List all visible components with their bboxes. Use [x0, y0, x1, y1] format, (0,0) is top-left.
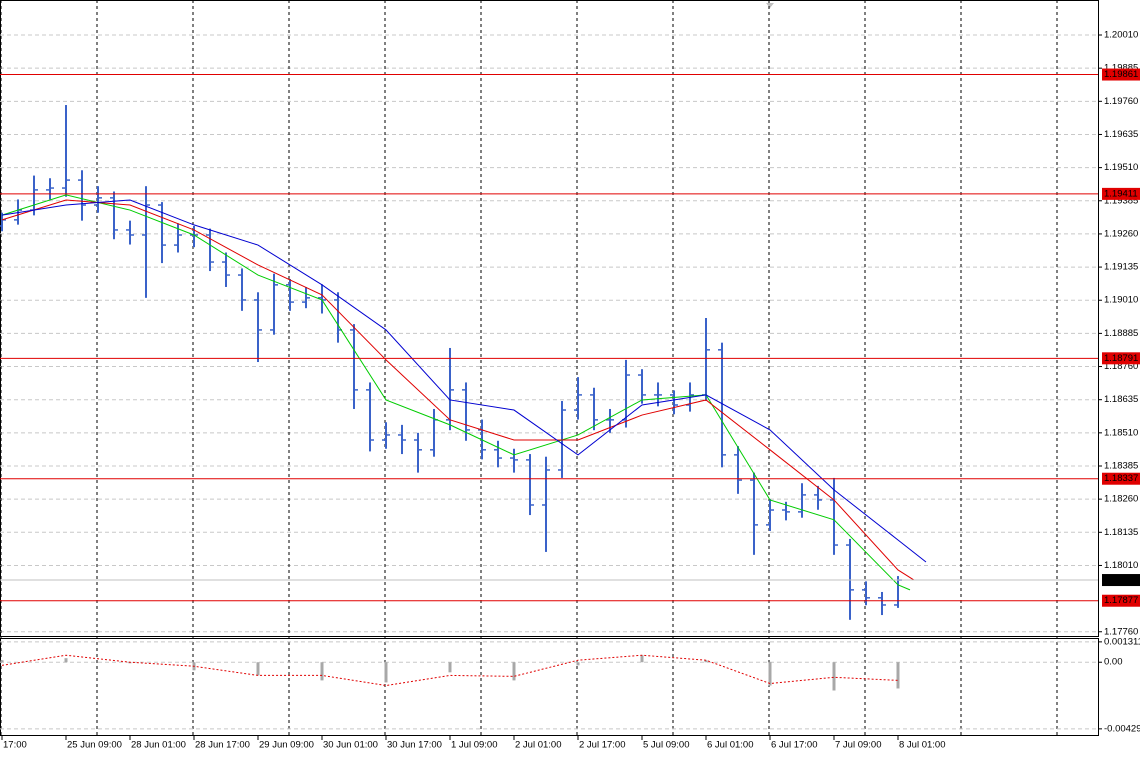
- level-label-box: [1102, 472, 1140, 485]
- moving-average: [1, 199, 915, 581]
- y-tick-label: 1.20010: [1104, 30, 1138, 41]
- x-tick-label: 6 Jul 17:00: [771, 740, 817, 751]
- y-tick-label: 1.19510: [1104, 162, 1138, 173]
- y-tick-label: 1.18260: [1104, 494, 1138, 505]
- y-tick-label: 1.19760: [1104, 96, 1138, 107]
- x-tick-label: 17:00: [3, 740, 27, 751]
- x-tick-label: 29 Jun 09:00: [259, 740, 314, 751]
- x-tick-label: 7 Jul 09:00: [835, 740, 881, 751]
- x-tick-label: 2 Jul 01:00: [515, 740, 561, 751]
- y-tick-label: 1.19260: [1104, 228, 1138, 239]
- level-label: 1.17877: [1104, 595, 1138, 606]
- y-tick-label: 1.18635: [1104, 394, 1138, 405]
- shift-marker: [766, 3, 774, 8]
- x-tick-label: 5 Jul 09:00: [643, 740, 689, 751]
- x-tick-label: 25 Jun 09:00: [67, 740, 122, 751]
- level-label: 1.19861: [1104, 69, 1138, 80]
- x-tick-label: 1 Jul 09:00: [451, 740, 497, 751]
- level-label-box: [1102, 68, 1140, 81]
- level-label: 1.18791: [1104, 353, 1138, 364]
- current-price-label-box: [1102, 574, 1140, 587]
- y-tick-label: 1.19385: [1104, 195, 1138, 206]
- y-tick-label: 1.19010: [1104, 295, 1138, 306]
- moving-average: [1, 199, 927, 563]
- y-tick-label: 1.18135: [1104, 527, 1138, 538]
- x-tick-label: 2 Jul 17:00: [579, 740, 625, 751]
- y-tick-label: 0.00: [1104, 657, 1123, 668]
- moving-average: [1, 194, 911, 591]
- y-tick-label: 1.18510: [1104, 427, 1138, 438]
- y-tick-label: 1.18385: [1104, 461, 1138, 472]
- x-tick-label: 6 Jul 01:00: [707, 740, 753, 751]
- y-tick-label: 0.001311: [1104, 636, 1140, 647]
- y-tick-label: 1.18010: [1104, 560, 1138, 571]
- x-tick-label: 30 Jun 01:00: [323, 740, 378, 751]
- x-tick-label: 28 Jun 17:00: [195, 740, 250, 751]
- level-label: 1.18337: [1104, 473, 1138, 484]
- level-label-box: [1102, 594, 1140, 607]
- level-label-box: [1102, 187, 1140, 200]
- level-label: 1.19411: [1104, 188, 1138, 199]
- y-tick-label: 1.19635: [1104, 129, 1138, 140]
- y-tick-label: -0.00429: [1104, 723, 1140, 734]
- y-tick-label: 1.18885: [1104, 328, 1138, 339]
- y-tick-label: 1.17760: [1104, 626, 1138, 637]
- level-label-box: [1102, 352, 1140, 365]
- y-tick-label: 1.19135: [1104, 262, 1138, 273]
- y-tick-label: 1.18760: [1104, 361, 1138, 372]
- x-tick-label: 8 Jul 01:00: [899, 740, 945, 751]
- y-tick-label: 1.19885: [1104, 63, 1138, 74]
- x-tick-label: 28 Jun 01:00: [131, 740, 186, 751]
- current-price-label: 1.17955: [1104, 575, 1138, 586]
- x-tick-label: 30 Jun 17:00: [387, 740, 442, 751]
